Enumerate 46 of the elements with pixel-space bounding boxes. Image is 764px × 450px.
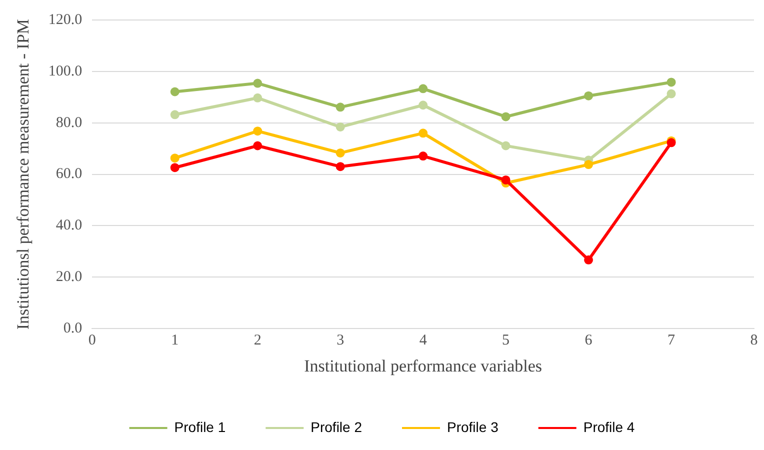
y-tick-label: 100.0 — [48, 63, 82, 80]
x-tick-label: 4 — [419, 332, 428, 349]
y-tick-label: 20.0 — [56, 269, 82, 286]
point — [253, 141, 262, 150]
y-tick-label: 120.0 — [48, 12, 82, 28]
point — [418, 152, 428, 161]
point — [336, 162, 345, 172]
point — [253, 78, 262, 88]
y-axis-title: Institutionsl performance measurement - IPM — [14, 18, 33, 330]
point — [501, 175, 510, 184]
legend-label: Profile 2 — [310, 418, 362, 435]
point — [336, 122, 345, 132]
x-tick-label: 0 — [88, 332, 96, 349]
point — [336, 102, 345, 112]
point — [666, 89, 676, 98]
point — [584, 255, 594, 264]
x-tick-label: 8 — [750, 332, 758, 349]
point — [501, 141, 510, 150]
point — [418, 128, 428, 138]
x-tick-label: 7 — [668, 332, 676, 349]
legend-label: Profile 1 — [174, 418, 226, 435]
point — [501, 112, 510, 122]
point — [170, 110, 180, 120]
point — [584, 91, 594, 100]
point — [253, 126, 262, 136]
point — [418, 100, 428, 110]
x-tick-label: 6 — [584, 332, 593, 349]
legend-label: Profile 3 — [447, 418, 499, 435]
x-tick-label: 3 — [336, 332, 344, 349]
point — [253, 93, 262, 102]
point — [170, 87, 180, 96]
legend-label: Profile 4 — [583, 418, 635, 435]
y-tick-label: 60.0 — [56, 166, 82, 182]
point — [584, 160, 594, 170]
y-tick-label: 40.0 — [56, 218, 82, 234]
x-tick-label: 1 — [171, 332, 179, 349]
point — [170, 163, 180, 172]
point — [336, 148, 345, 158]
x-axis-title: Institutional performance variables — [304, 356, 542, 376]
point — [666, 78, 676, 87]
x-tick-label: 5 — [502, 332, 510, 349]
point — [418, 84, 428, 94]
y-tick-label: 80.0 — [56, 114, 82, 131]
y-tick-label: 0.0 — [63, 320, 82, 337]
x-tick-label: 2 — [254, 332, 262, 349]
point — [170, 154, 180, 163]
